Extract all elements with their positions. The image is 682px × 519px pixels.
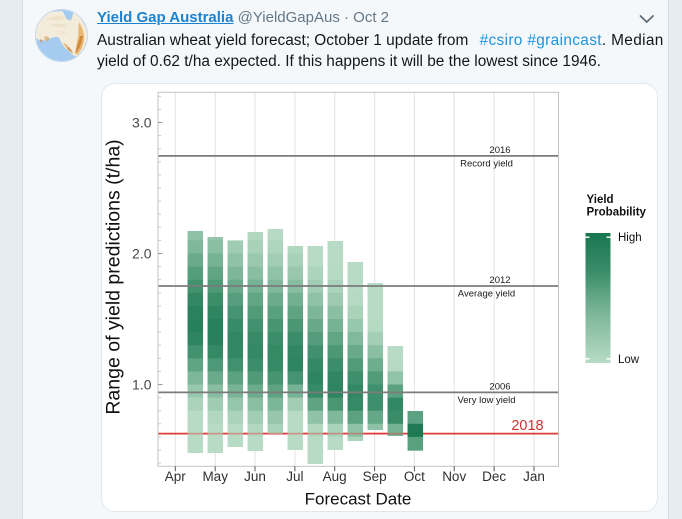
svg-text:3.0: 3.0: [132, 115, 152, 131]
svg-text:High: High: [618, 232, 642, 244]
svg-text:Very low yield: Very low yield: [457, 395, 515, 406]
svg-text:Aug: Aug: [323, 469, 347, 484]
svg-text:Average yield: Average yield: [458, 289, 515, 300]
svg-text:Record yield: Record yield: [460, 158, 513, 169]
svg-text:Jul: Jul: [286, 469, 303, 484]
svg-text:2006: 2006: [489, 382, 510, 393]
svg-text:Forecast Date: Forecast Date: [305, 490, 412, 509]
svg-text:1.0: 1.0: [132, 377, 152, 393]
svg-text:2.0: 2.0: [132, 246, 152, 262]
svg-text:2016: 2016: [489, 145, 510, 156]
svg-text:Probability: Probability: [587, 207, 647, 219]
svg-text:2012: 2012: [489, 275, 510, 286]
svg-text:2018: 2018: [511, 418, 543, 434]
svg-text:Jun: Jun: [244, 469, 266, 484]
svg-text:Sep: Sep: [363, 469, 387, 484]
svg-text:Low: Low: [618, 354, 640, 366]
svg-text:Dec: Dec: [482, 469, 506, 484]
svg-text:Range of yield predictions (t/: Range of yield predictions (t/ha): [103, 139, 125, 414]
svg-text:Nov: Nov: [442, 469, 466, 484]
svg-text:May: May: [202, 469, 228, 484]
svg-text:Jan: Jan: [523, 469, 545, 484]
svg-text:Yield: Yield: [587, 194, 614, 206]
svg-text:Oct: Oct: [404, 469, 425, 484]
svg-text:Apr: Apr: [165, 469, 187, 484]
